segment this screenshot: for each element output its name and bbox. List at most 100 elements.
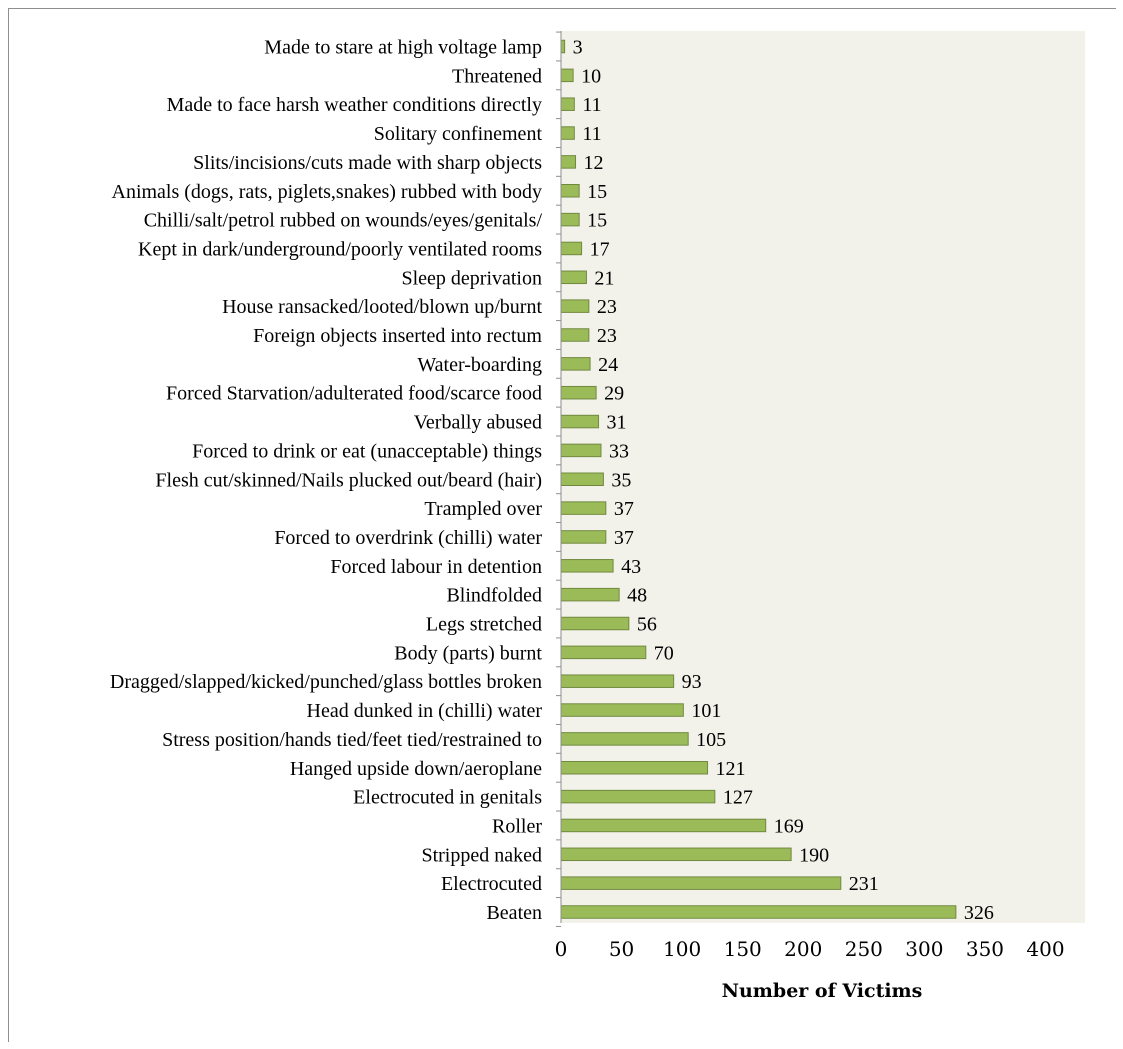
value-label: 70 [654,642,674,664]
x-tick-label: 400 [1026,937,1064,961]
bar [560,789,716,804]
value-label: 29 [604,383,624,405]
category-label: Solitary confinement [374,123,543,145]
category-label: Forced to overdrink (chilli) water [274,527,542,549]
category-label: Threatened [452,65,542,87]
value-label: 93 [682,671,702,693]
value-label: 15 [587,210,607,232]
value-label: 24 [598,354,618,376]
bar [560,847,792,862]
category-label: Legs stretched [426,614,542,636]
bar [560,414,600,429]
category-labels: Made to stare at high voltage lamp Threat… [110,37,543,925]
value-label: 3 [573,37,583,59]
value-label: 326 [964,902,994,924]
bar [560,126,575,140]
value-label: 21 [594,267,614,289]
bar [560,39,566,54]
value-labels: 3 10 11 11 12 15 15 17 21 23 23 24 29 31 33 35 37 37 43 48 5… [573,37,994,925]
x-tick-label: 200 [784,937,822,961]
bar [560,732,689,746]
value-label: 33 [609,440,629,462]
plot-area [561,31,1085,923]
bar [560,616,630,631]
bar [560,212,580,227]
value-label: 11 [582,123,601,145]
value-label: 48 [627,585,647,607]
category-label: Electrocuted in genitals [353,787,542,809]
category-label: Blindfolded [446,585,542,607]
category-label: Stripped naked [421,844,542,866]
bar [560,703,684,717]
bar [560,501,607,515]
category-label: Animals (dogs, rats, piglets,snakes) rub… [112,181,543,203]
value-label: 121 [716,758,746,780]
x-tick-label: 250 [845,937,883,961]
category-label: Forced labour in detention [330,556,542,578]
category-label: Kept in dark/underground/poorly ventilat… [138,238,542,260]
x-tick-label: 50 [609,937,634,961]
x-tick-label: 150 [724,937,762,961]
value-label: 23 [597,296,617,318]
bar [560,155,577,169]
category-label: Flesh cut/skinned/Nails plucked out/bear… [155,469,542,491]
bar [560,472,604,486]
value-label: 31 [607,412,627,434]
category-label: Slits/incisions/cuts made with sharp obj… [193,152,542,174]
category-label: Forced to drink or eat (unacceptable) th… [192,440,542,462]
bar [560,328,590,342]
x-axis-title: Number of Victims [722,980,923,1002]
value-label: 101 [691,700,721,722]
value-label: 190 [799,844,829,866]
category-label: Water-boarding [417,354,542,376]
category-label: Body (parts) burnt [394,642,542,664]
value-label: 17 [590,238,610,260]
value-label: 12 [584,152,604,174]
x-tick-label: 350 [966,937,1004,961]
category-label: Verbally abused [414,412,542,434]
category-label: Sleep deprivation [401,267,542,289]
bar [560,385,597,400]
category-label: Roller [492,815,542,837]
category-label: Hanged upside down/aeroplane [290,758,542,780]
category-label: Made to stare at high voltage lamp [264,37,542,59]
bar [560,876,842,890]
value-label: 127 [723,787,753,809]
category-label: House ransacked/looted/blown up/burnt [222,296,542,318]
category-label: Electrocuted [441,873,542,895]
bar [560,587,620,602]
value-label: 35 [611,469,631,491]
bar [560,559,614,573]
bar [560,530,607,544]
bar [560,357,591,371]
value-label: 23 [597,325,617,347]
bar [560,184,580,198]
category-label: Trampled over [424,498,542,520]
axes: 0 50 100 150 200 250 300 350 400 [555,31,1065,961]
bar [560,270,587,285]
category-label: Dragged/slapped/kicked/punched/glass bot… [110,671,542,693]
bar [560,905,957,919]
value-label: 43 [621,556,641,578]
bar [560,68,574,83]
category-label: Head dunked in (chilli) water [307,700,543,722]
value-label: 105 [696,729,726,751]
bar [560,761,709,775]
bar [560,818,767,833]
value-label: 15 [587,181,607,203]
value-label: 169 [774,815,804,837]
category-label: Forced Starvation/adulterated food/scarc… [166,383,542,405]
value-label: 10 [581,65,601,87]
category-label: Foreign objects inserted into rectum [253,325,542,347]
bar [560,443,602,458]
value-label: 231 [849,873,879,895]
x-tick-label: 300 [905,937,943,961]
value-label: 56 [637,614,657,636]
bar [560,97,575,111]
category-label: Beaten [486,902,542,924]
value-label: 37 [614,527,634,549]
bar [560,645,647,660]
x-tick-label: 100 [663,937,701,961]
bar [560,241,583,256]
